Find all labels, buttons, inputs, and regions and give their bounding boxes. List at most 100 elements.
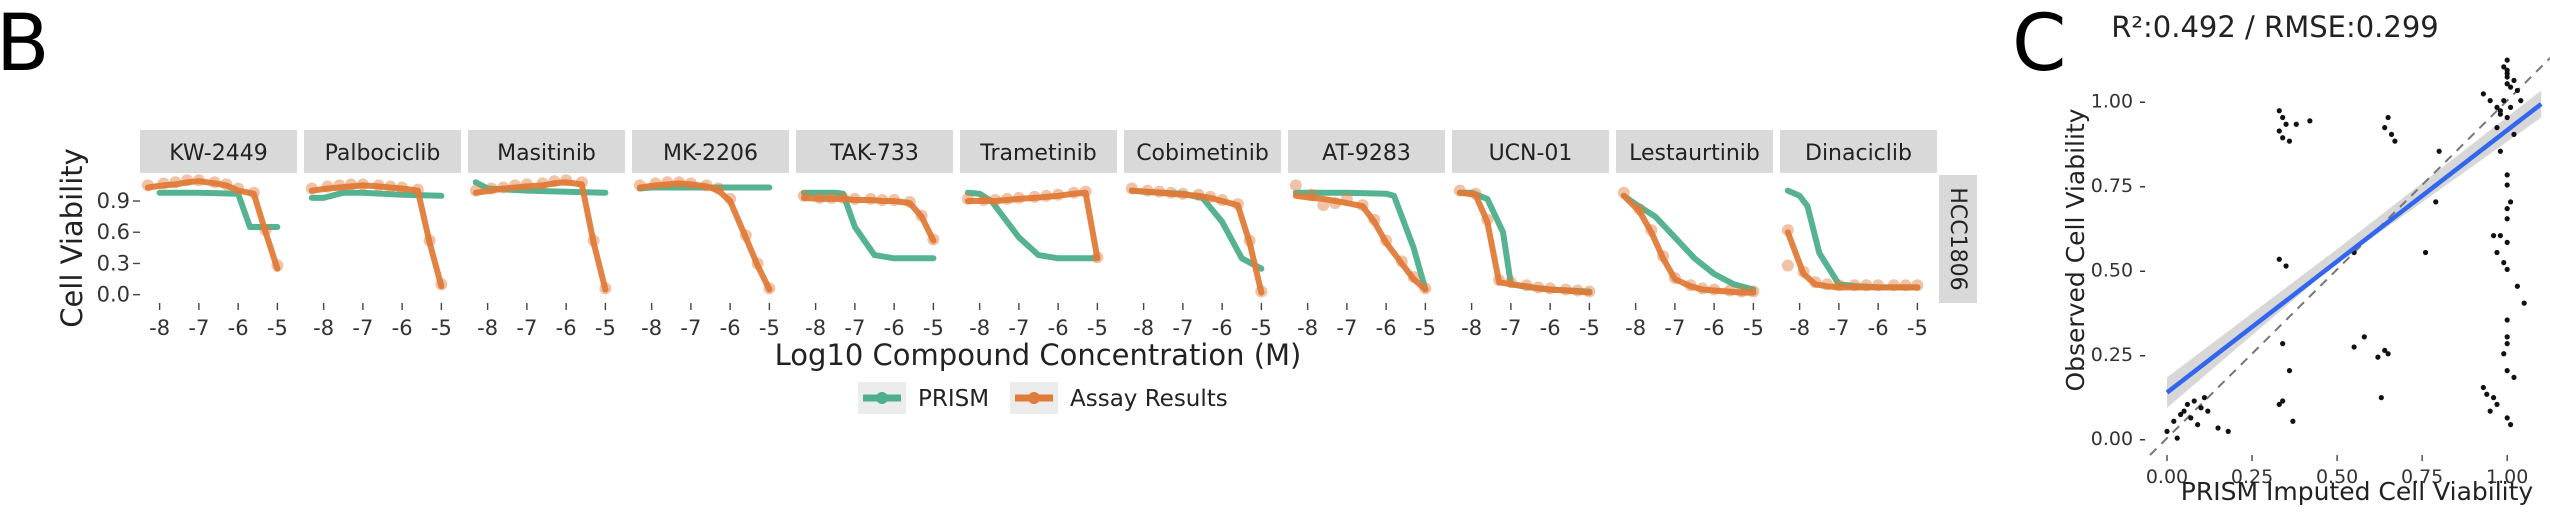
scatter-x-tick-label: 0.50 [2316, 466, 2358, 488]
assay-point [977, 193, 990, 206]
scatter-point [2280, 398, 2286, 404]
facet-strip [1452, 130, 1609, 173]
assay-point [661, 176, 674, 189]
assay-point [1040, 189, 1053, 202]
assay-curve [1456, 189, 1593, 296]
facet-strip [1780, 130, 1937, 173]
assay-point [903, 196, 916, 209]
assay-point [1125, 182, 1138, 195]
facet-tak-733: TAK-733 -8 -7 -6 -5 [796, 130, 953, 340]
scatter-point [2497, 233, 2503, 239]
scatter-point [2501, 98, 2507, 104]
facet-strip [468, 130, 625, 173]
scatter-point [2504, 114, 2510, 121]
scatter-point [2361, 334, 2367, 340]
prism-curve [308, 189, 445, 201]
assay-point [1419, 282, 1432, 295]
scatter-point [2378, 395, 2384, 401]
assay-point [1848, 279, 1861, 292]
scatter-point [2504, 239, 2510, 245]
assay-point [469, 184, 482, 197]
legend-marker-assay [1028, 392, 1040, 404]
assay-point [1380, 234, 1393, 247]
scatter-point [2494, 249, 2500, 256]
assay-curve [144, 178, 281, 272]
prism-curve [472, 179, 609, 196]
assay-point [1571, 284, 1584, 297]
scatter-point [2188, 415, 2194, 421]
assay-point [797, 189, 810, 202]
assay-point [1872, 279, 1885, 292]
x-tick-label: -8 [1133, 316, 1154, 340]
assay-point [724, 192, 737, 205]
assay-point [169, 176, 182, 189]
assay-point [864, 192, 877, 205]
scatter-point [2507, 422, 2514, 428]
x-tick-label: -6 [1212, 316, 1233, 340]
facet-strip [304, 130, 461, 173]
scatter-point [2504, 317, 2510, 323]
assay-point [1141, 184, 1154, 197]
scatter-point [2487, 408, 2493, 414]
x-tick-label: -8 [149, 316, 170, 340]
scatter-point [2507, 199, 2514, 205]
assay-point [548, 175, 561, 188]
assay-point [1747, 285, 1760, 298]
facet-mk-2206: MK-2206 -8 -7 -6 -5 [632, 130, 789, 340]
assay-point [345, 178, 358, 191]
assay-point [575, 176, 588, 189]
scatter-point [2504, 341, 2510, 347]
assay-point [739, 229, 752, 242]
facet-at-9283: AT-9283 -8 -7 -6 -5 [1288, 130, 1445, 340]
scatter-point [2497, 111, 2503, 117]
x-tick-label: -8 [805, 316, 826, 340]
assay-point [208, 176, 221, 189]
scatter-point [2351, 344, 2357, 350]
assay-point [1911, 279, 1924, 292]
assay-point [825, 191, 838, 204]
assay-point [1231, 198, 1244, 211]
prism-curve [156, 189, 281, 230]
assay-point [141, 179, 154, 192]
x-tick-label: -6 [1376, 316, 1397, 340]
legend-label-assay: Assay Results [1070, 386, 1228, 412]
facet-strip-label: TAK-733 [829, 141, 919, 166]
assay-point [1832, 279, 1845, 292]
scatter-title: R²:0.492 / RMSE:0.299 [2111, 10, 2438, 44]
facet-strip-label: Cobimetinib [1136, 141, 1269, 166]
x-tick-label: -8 [969, 316, 990, 340]
facet-strip [796, 130, 953, 173]
scatter-point [2490, 233, 2497, 239]
assay-point [520, 178, 533, 191]
assay-point [813, 191, 826, 204]
scatter-point [2518, 98, 2524, 104]
assay-point [192, 174, 205, 187]
facet-strip-label: UCN-01 [1489, 141, 1573, 166]
scatter-point [2501, 64, 2507, 70]
scatter-x-tick-label: 0.75 [2401, 466, 2443, 488]
assay-point [1255, 285, 1268, 298]
scatter-point [2195, 422, 2201, 428]
assay-point [1684, 279, 1697, 292]
scatter-y-tick-label: 0.75 - [2091, 175, 2146, 197]
facet-strip-label: Dinaciclib [1805, 141, 1912, 166]
scatter-point [2385, 114, 2391, 121]
assay-point [1052, 188, 1065, 201]
assay-point [751, 257, 764, 270]
x-tick-label: -7 [516, 316, 537, 340]
legend-label-prism: PRISM [918, 386, 989, 412]
scatter-point [2375, 354, 2381, 360]
assay-point [1356, 199, 1369, 212]
scatter-point [2181, 408, 2187, 414]
x-tick-label: -5 [1579, 316, 1600, 340]
x-tick-label: -7 [1008, 316, 1029, 340]
prism-curve [1620, 192, 1757, 293]
assay-point [1216, 193, 1229, 206]
assay-point [1668, 272, 1681, 285]
facet-strip-label: AT-9283 [1322, 141, 1411, 166]
assay-point [1067, 186, 1080, 199]
scatter-point [2215, 425, 2221, 431]
x-tick-label: -5 [1743, 316, 1764, 340]
y-tick-label: 0.3 [97, 251, 130, 275]
